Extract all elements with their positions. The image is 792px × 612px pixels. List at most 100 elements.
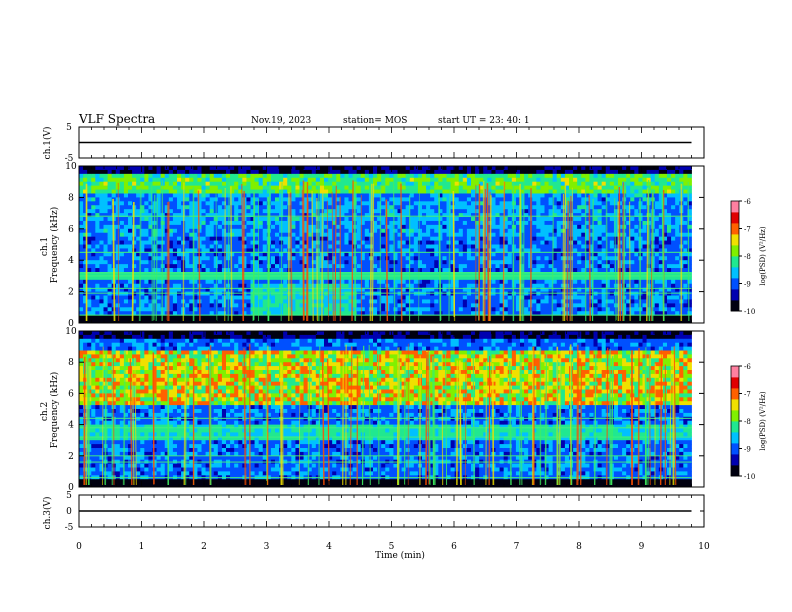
spectrogram-cell [238, 166, 243, 171]
spectrogram-cell [536, 220, 541, 226]
spectrogram-cell [507, 315, 513, 320]
spectrogram-cell [471, 193, 476, 198]
spectrogram-cell [115, 315, 121, 320]
spectrogram-cell [91, 193, 96, 198]
spectrogram-cell [462, 166, 468, 171]
spectrogram-cell [417, 185, 423, 190]
spectrogram-cell [577, 181, 582, 187]
spectrogram-cell [389, 197, 394, 202]
spectrogram-cell [270, 271, 276, 277]
spectrogram-cell [450, 236, 456, 241]
spectrogram-cell [540, 166, 545, 171]
spectrogram-cell [315, 307, 321, 312]
spectrogram-cell [479, 279, 484, 285]
spectrogram-cell [221, 295, 227, 300]
spectrogram-cell [360, 295, 366, 300]
spectrogram-cell [99, 264, 104, 269]
spectrogram-cell [487, 256, 492, 261]
spectrogram-cell [373, 315, 378, 320]
spectrogram-cell [475, 311, 480, 316]
spectrogram-cell [79, 169, 84, 175]
spectrogram-cell [144, 295, 149, 300]
spectrogram-cell [540, 181, 545, 187]
spectrogram-cell [573, 205, 578, 210]
spectrogram-cell [83, 173, 88, 179]
spectrogram-cell [177, 256, 182, 261]
spectrogram-cell [401, 193, 407, 198]
spectrogram-cell [540, 275, 545, 281]
spectrogram-cell [258, 201, 264, 206]
spectrogram-cell [552, 228, 558, 234]
spectrogram-cell [328, 271, 333, 277]
spectrogram-cell [201, 205, 206, 210]
spectrogram-cell [471, 315, 476, 320]
spectrogram-cell [201, 197, 206, 202]
spectrogram-cell [548, 181, 554, 187]
spectrogram-cell [466, 228, 472, 234]
spectrogram-cell [446, 236, 451, 241]
spectrogram-cell [536, 181, 541, 187]
spectrogram-cell [515, 311, 521, 316]
spectrogram-cell [434, 283, 439, 289]
spectrogram-cell [128, 201, 133, 206]
spectrogram-cell [487, 248, 492, 253]
spectrogram-cell [499, 279, 505, 285]
spectrogram-cell [381, 264, 386, 269]
spectrogram-cell [103, 299, 108, 304]
spectrogram-cell [95, 232, 100, 238]
spectrogram-cell [209, 295, 215, 300]
spectrogram-cell [434, 220, 439, 226]
spectrogram-cell [577, 189, 582, 194]
spectrogram-cell [409, 232, 415, 238]
spectrogram-cell [242, 256, 247, 261]
spectrogram-cell [164, 173, 170, 179]
spectrogram-cell [193, 177, 198, 183]
spectrogram-cell [160, 315, 166, 320]
spectrogram-cell [213, 283, 219, 289]
spectrogram-cell [168, 217, 174, 222]
spectrogram-cell [148, 224, 153, 230]
spectrogram-cell [393, 213, 398, 218]
spectrogram-cell [307, 256, 313, 261]
spectrogram-cell [172, 201, 178, 206]
spectrogram-cell [385, 166, 390, 171]
spectrogram-cell [479, 185, 484, 190]
spectrogram-cell [119, 260, 125, 265]
spectrogram-cell [438, 169, 443, 175]
spectrogram-cell [389, 224, 394, 230]
spectrogram-cell [217, 217, 223, 222]
spectrogram-cell [556, 213, 562, 218]
spectrogram-cell [123, 217, 129, 222]
spectrogram-cell [536, 205, 541, 210]
spectrogram-cell [172, 256, 178, 261]
spectrogram-cell [115, 307, 121, 312]
spectrogram-cell [270, 244, 276, 249]
spectrogram-cell [270, 275, 276, 281]
spectrogram-cell [193, 217, 198, 222]
spectrogram-cell [119, 205, 125, 210]
spectrogram-cell [409, 287, 415, 293]
spectrogram-cell [413, 197, 419, 202]
spectrogram-cell [299, 252, 304, 257]
spectrogram-cell [156, 264, 162, 269]
spectrogram-cell [140, 287, 145, 293]
spectrogram-cell [356, 173, 362, 179]
spectrogram-cell [540, 303, 545, 308]
spectrogram-cell [209, 205, 215, 210]
spectrogram-cell [511, 177, 517, 183]
spectrogram-cell [479, 166, 484, 171]
spectrogram-cell [495, 181, 500, 187]
spectrogram-cell [136, 185, 141, 190]
spectrogram-cell [401, 271, 407, 277]
spectrogram-cell [544, 244, 549, 249]
spectrogram-cell [189, 177, 194, 183]
ch1-channel-ylabel: ch.1 Frequency (kHz) [40, 207, 60, 284]
spectrogram-cell [262, 185, 268, 190]
spectrogram-cell [552, 287, 558, 293]
spectrogram-cell [230, 213, 235, 218]
spectrogram-cell [430, 287, 435, 293]
spectrogram-cell [234, 232, 239, 238]
spectrogram-cell [221, 256, 227, 261]
spectrogram-cell [221, 283, 227, 289]
spectrogram-cell [479, 287, 484, 293]
